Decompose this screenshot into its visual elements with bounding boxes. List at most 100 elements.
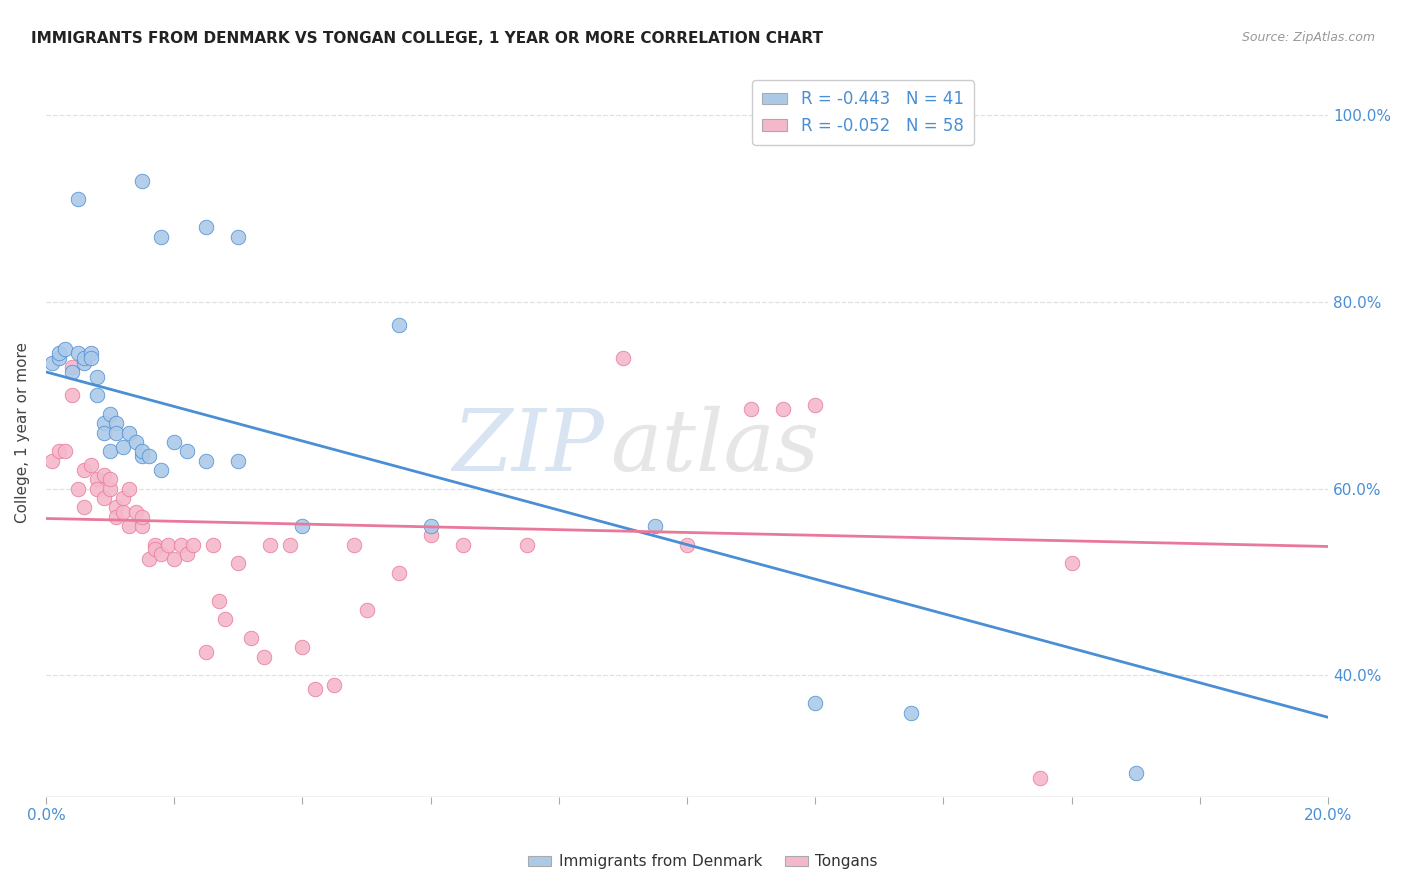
Text: IMMIGRANTS FROM DENMARK VS TONGAN COLLEGE, 1 YEAR OR MORE CORRELATION CHART: IMMIGRANTS FROM DENMARK VS TONGAN COLLEG…: [31, 31, 823, 46]
Legend: R = -0.443   N = 41, R = -0.052   N = 58: R = -0.443 N = 41, R = -0.052 N = 58: [752, 80, 973, 145]
Point: [183, 538, 205, 552]
Point: [143, 538, 166, 552]
Point: [253, 649, 276, 664]
Point: [278, 538, 301, 552]
Point: [343, 538, 366, 552]
Point: [86, 388, 108, 402]
Point: [226, 229, 249, 244]
Point: [516, 538, 538, 552]
Point: [201, 538, 224, 552]
Point: [98, 407, 121, 421]
Point: [41, 355, 63, 369]
Point: [804, 398, 827, 412]
Point: [86, 472, 108, 486]
Point: [772, 402, 794, 417]
Point: [1028, 771, 1050, 785]
Point: [150, 547, 173, 561]
Point: [80, 351, 103, 365]
Point: [111, 440, 134, 454]
Point: [356, 603, 378, 617]
Point: [451, 538, 474, 552]
Point: [93, 491, 115, 505]
Point: [176, 547, 198, 561]
Legend: Immigrants from Denmark, Tongans: Immigrants from Denmark, Tongans: [522, 848, 884, 875]
Point: [105, 509, 128, 524]
Point: [118, 519, 141, 533]
Point: [66, 482, 89, 496]
Point: [73, 500, 96, 515]
Point: [93, 425, 115, 440]
Point: [111, 491, 134, 505]
Point: [387, 566, 409, 580]
Point: [214, 612, 236, 626]
Point: [304, 682, 326, 697]
Point: [98, 482, 121, 496]
Point: [93, 417, 115, 431]
Point: [118, 482, 141, 496]
Point: [1125, 766, 1147, 780]
Point: [676, 538, 699, 552]
Point: [111, 505, 134, 519]
Point: [105, 500, 128, 515]
Point: [163, 434, 186, 449]
Point: [138, 551, 160, 566]
Point: [195, 453, 218, 467]
Point: [86, 369, 108, 384]
Point: [73, 355, 96, 369]
Point: [80, 346, 103, 360]
Point: [169, 538, 191, 552]
Point: [195, 220, 218, 235]
Point: [612, 351, 634, 365]
Point: [163, 551, 186, 566]
Point: [41, 453, 63, 467]
Point: [66, 192, 89, 206]
Point: [150, 229, 173, 244]
Point: [48, 346, 70, 360]
Point: [226, 453, 249, 467]
Point: [323, 678, 346, 692]
Point: [419, 528, 441, 542]
Point: [259, 538, 281, 552]
Point: [419, 519, 441, 533]
Point: [105, 425, 128, 440]
Point: [48, 351, 70, 365]
Point: [118, 425, 141, 440]
Point: [73, 463, 96, 477]
Point: [176, 444, 198, 458]
Point: [60, 388, 83, 402]
Point: [98, 472, 121, 486]
Point: [644, 519, 666, 533]
Point: [900, 706, 922, 720]
Point: [240, 631, 263, 645]
Point: [208, 593, 231, 607]
Text: ZIP: ZIP: [451, 406, 603, 489]
Point: [86, 482, 108, 496]
Point: [131, 173, 153, 187]
Point: [60, 360, 83, 375]
Point: [291, 519, 314, 533]
Point: [1060, 556, 1083, 570]
Point: [48, 444, 70, 458]
Point: [131, 444, 153, 458]
Point: [150, 463, 173, 477]
Point: [93, 467, 115, 482]
Point: [125, 434, 148, 449]
Point: [53, 444, 76, 458]
Point: [80, 458, 103, 473]
Point: [98, 444, 121, 458]
Point: [105, 417, 128, 431]
Point: [195, 645, 218, 659]
Point: [131, 449, 153, 463]
Point: [291, 640, 314, 655]
Text: atlas: atlas: [610, 406, 820, 489]
Text: Source: ZipAtlas.com: Source: ZipAtlas.com: [1241, 31, 1375, 45]
Point: [804, 696, 827, 710]
Point: [387, 318, 409, 333]
Point: [138, 449, 160, 463]
Point: [226, 556, 249, 570]
Point: [131, 519, 153, 533]
Point: [66, 346, 89, 360]
Point: [125, 505, 148, 519]
Point: [143, 542, 166, 557]
Y-axis label: College, 1 year or more: College, 1 year or more: [15, 343, 30, 523]
